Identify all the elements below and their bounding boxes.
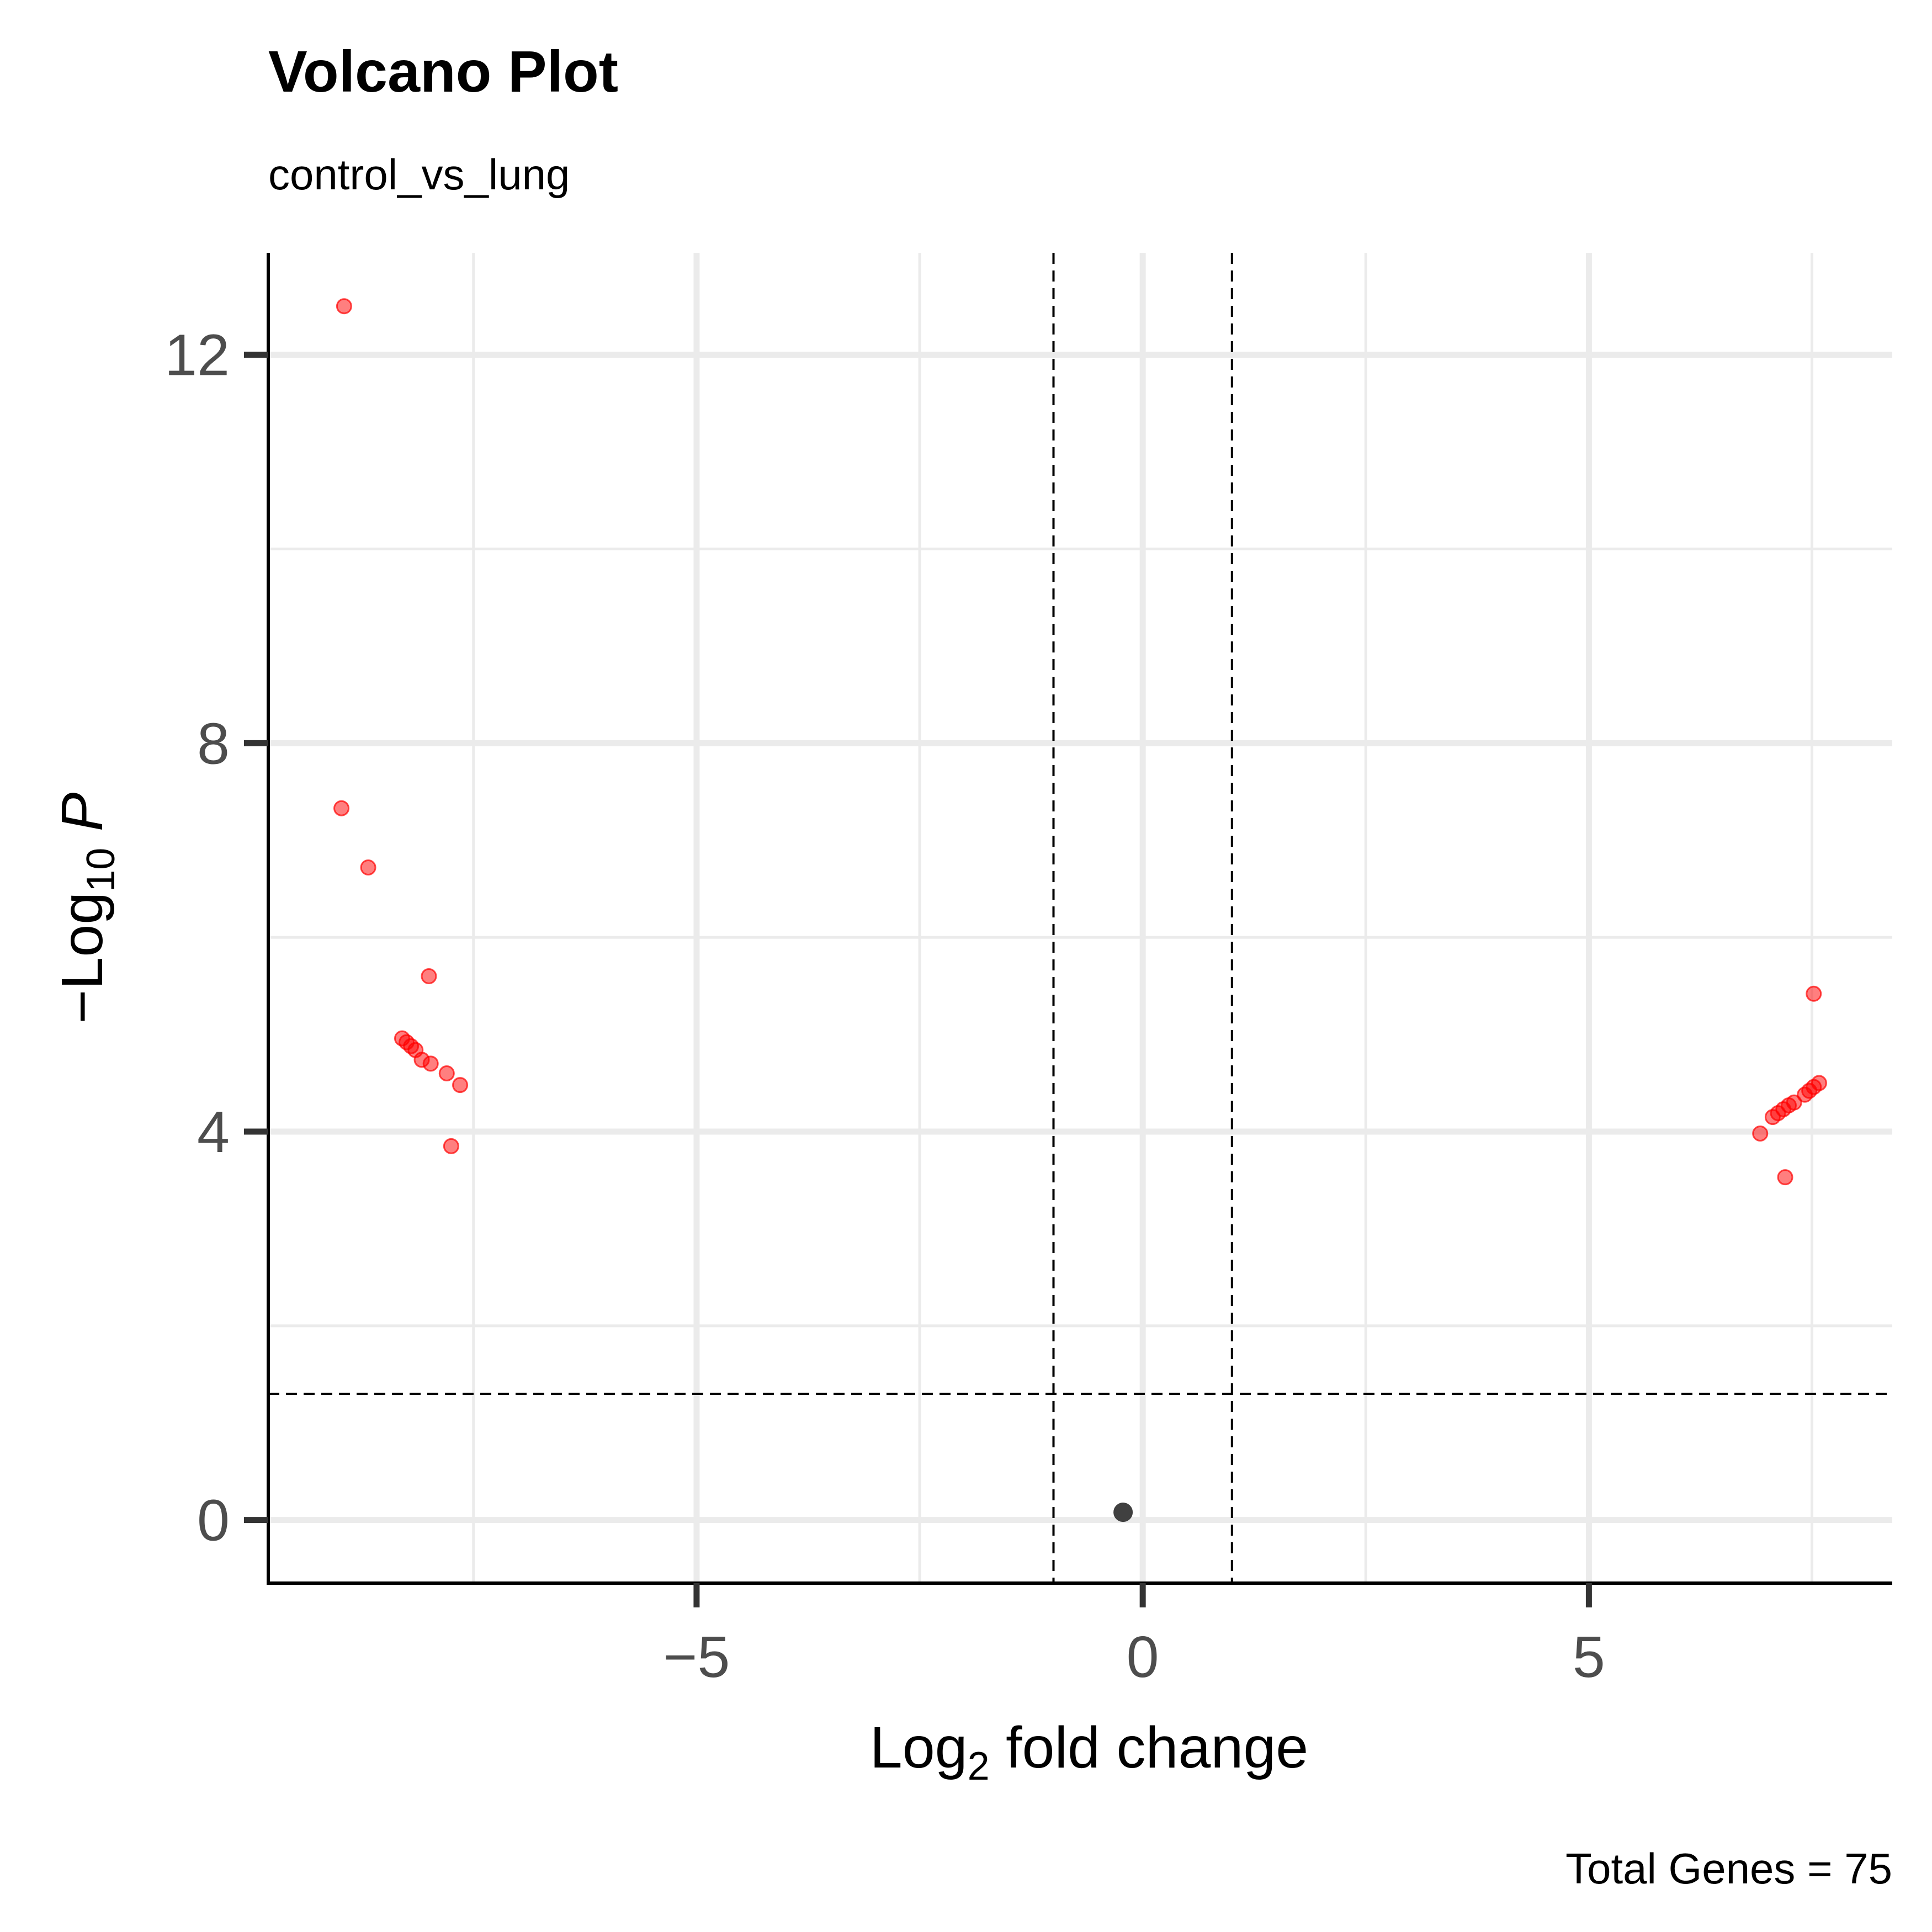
- significant-gene-point: [421, 968, 437, 985]
- non-significant-gene-point: [1113, 1503, 1133, 1522]
- significant-gene-point: [422, 1055, 439, 1072]
- x-axis-title-rest: fold change: [990, 1715, 1309, 1780]
- x-axis-title: Log2 fold change: [870, 1715, 1308, 1788]
- significant-gene-point: [1764, 1109, 1781, 1126]
- y-axis-title: −Log10 P: [50, 792, 123, 1023]
- chart-subtitle: control_vs_lung: [268, 150, 570, 199]
- plot-panel: 0 4 8 12 −5 0 5: [164, 253, 1892, 1690]
- x-tick-label: −5: [663, 1625, 730, 1690]
- significant-gene-point: [1806, 985, 1822, 1002]
- significant-gene-point: [333, 800, 350, 816]
- significant-gene-point: [1777, 1169, 1793, 1186]
- x-axis-title-main: Log: [870, 1715, 968, 1780]
- chart-title: Volcano Plot: [268, 39, 618, 104]
- significant-gene-point: [438, 1065, 455, 1081]
- y-axis-title-italic: P: [50, 792, 115, 847]
- y-axis-title-subscript: 10: [79, 848, 123, 892]
- chart-caption: Total Genes = 75: [1565, 1844, 1892, 1893]
- significant-gene-point: [1752, 1126, 1769, 1142]
- significant-gene-point: [336, 298, 352, 315]
- y-tick-label: 0: [197, 1488, 230, 1553]
- x-tick-label: 5: [1573, 1625, 1605, 1690]
- y-tick-label: 4: [197, 1100, 230, 1165]
- y-tick-label: 8: [197, 711, 230, 776]
- y-axis-title-main: −Log: [50, 892, 115, 1024]
- significant-gene-point: [1797, 1086, 1813, 1103]
- significant-gene-point: [360, 859, 376, 876]
- significant-gene-point: [443, 1138, 459, 1154]
- x-axis-title-subscript: 2: [968, 1744, 990, 1788]
- y-tick-label: 12: [164, 323, 230, 388]
- significant-gene-point: [452, 1077, 469, 1094]
- x-tick-label: 0: [1127, 1625, 1159, 1690]
